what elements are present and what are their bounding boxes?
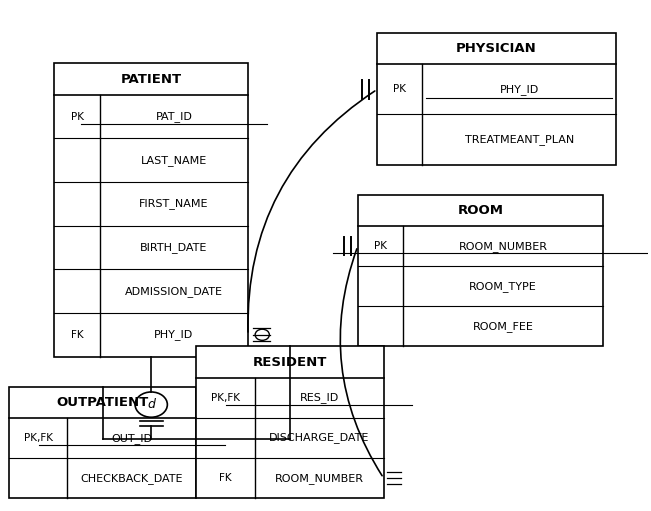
- Text: ROOM_NUMBER: ROOM_NUMBER: [275, 473, 363, 483]
- Text: PHYSICIAN: PHYSICIAN: [456, 42, 537, 55]
- Text: PHY_ID: PHY_ID: [499, 84, 539, 95]
- Bar: [55, 63, 248, 357]
- Text: PK: PK: [374, 241, 387, 251]
- Text: FK: FK: [71, 330, 83, 340]
- Text: TREATMEANT_PLAN: TREATMEANT_PLAN: [465, 134, 574, 145]
- Text: PATIENT: PATIENT: [120, 73, 182, 86]
- Text: FK: FK: [219, 473, 232, 483]
- Bar: [197, 346, 383, 498]
- Text: PK,FK: PK,FK: [24, 433, 53, 443]
- Text: PK,FK: PK,FK: [211, 393, 240, 403]
- Text: BIRTH_DATE: BIRTH_DATE: [140, 242, 208, 253]
- Text: CHECKBACK_DATE: CHECKBACK_DATE: [81, 473, 183, 483]
- Text: PAT_ID: PAT_ID: [156, 111, 192, 122]
- Text: PK: PK: [70, 111, 83, 122]
- Bar: [9, 387, 197, 498]
- Text: RESIDENT: RESIDENT: [253, 356, 327, 368]
- Text: OUTPATIENT: OUTPATIENT: [57, 396, 149, 409]
- Text: d: d: [147, 398, 155, 411]
- Bar: [358, 195, 603, 346]
- Text: ROOM_NUMBER: ROOM_NUMBER: [458, 241, 547, 252]
- Text: LAST_NAME: LAST_NAME: [141, 155, 207, 166]
- Text: FIRST_NAME: FIRST_NAME: [139, 198, 208, 210]
- Text: OUT_ID: OUT_ID: [111, 433, 152, 444]
- Text: ADMISSION_DATE: ADMISSION_DATE: [125, 286, 223, 296]
- Bar: [377, 33, 616, 165]
- Text: ROOM_FEE: ROOM_FEE: [473, 321, 533, 332]
- Text: ROOM_TYPE: ROOM_TYPE: [469, 281, 537, 292]
- Text: ROOM: ROOM: [458, 204, 503, 217]
- Text: RES_ID: RES_ID: [299, 392, 339, 403]
- Text: DISCHARGE_DATE: DISCHARGE_DATE: [269, 432, 369, 444]
- Text: PHY_ID: PHY_ID: [154, 329, 193, 340]
- Text: PK: PK: [393, 84, 406, 95]
